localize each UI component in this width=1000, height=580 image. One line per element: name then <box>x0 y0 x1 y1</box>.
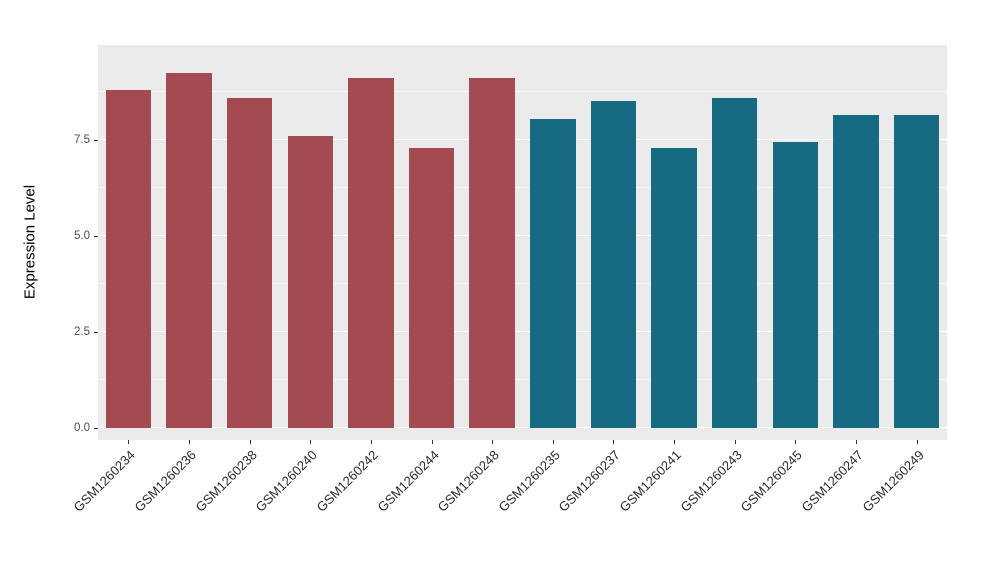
y-axis-title: Expression Level <box>21 184 39 300</box>
gridline-major <box>98 138 947 140</box>
x-tick-label: GSM1260240 <box>252 447 321 515</box>
x-tick-mark <box>916 440 918 444</box>
bar-GSM1260241 <box>651 147 697 428</box>
x-tick-label: GSM1260247 <box>798 447 866 515</box>
bar-GSM1260236 <box>166 72 212 428</box>
x-tick-mark <box>492 440 494 444</box>
x-tick-label: GSM1260242 <box>313 447 381 515</box>
bar-GSM1260248 <box>469 78 515 428</box>
x-tick-label: GSM1260238 <box>192 447 260 515</box>
x-tick-label: GSM1260249 <box>859 447 927 515</box>
x-tick-mark <box>552 440 554 444</box>
gridline-minor <box>98 90 947 92</box>
y-tick-mark <box>94 331 98 333</box>
bar-GSM1260242 <box>348 78 394 428</box>
x-tick-label: GSM1260248 <box>434 447 503 515</box>
x-tick-mark <box>674 440 676 444</box>
bar-GSM1260245 <box>772 141 819 428</box>
x-tick-label: GSM1260234 <box>70 447 139 515</box>
bar-GSM1260240 <box>287 136 333 428</box>
y-tick-label: 2.5 <box>74 325 90 338</box>
y-tick-mark <box>94 139 98 141</box>
gridline-minor <box>98 186 947 188</box>
y-tick-label: 7.5 <box>74 133 90 146</box>
bar-GSM1260247 <box>833 114 879 428</box>
bar-GSM1260244 <box>408 147 455 428</box>
x-tick-mark <box>734 440 736 444</box>
bar-GSM1260238 <box>226 97 273 428</box>
y-tick-mark <box>94 235 98 237</box>
y-tick-mark <box>94 428 98 429</box>
x-tick-label: GSM1260245 <box>737 447 806 515</box>
x-tick-mark <box>795 440 797 444</box>
gridline-major <box>98 234 947 236</box>
gridline-minor <box>98 378 947 380</box>
bar-GSM1260235 <box>530 118 576 428</box>
y-tick-label: 5.0 <box>74 229 90 242</box>
x-tick-label: GSM1260244 <box>374 447 442 515</box>
x-tick-mark <box>249 440 251 444</box>
x-tick-mark <box>370 440 372 444</box>
x-tick-label: GSM1260243 <box>677 447 745 515</box>
x-tick-label: GSM1260236 <box>131 447 199 515</box>
x-tick-label: GSM1260241 <box>616 447 684 515</box>
gridline-major <box>98 330 947 332</box>
x-tick-mark <box>431 440 433 444</box>
bar-GSM1260234 <box>105 89 152 428</box>
x-tick-mark <box>128 440 130 444</box>
gridline-major <box>98 427 947 428</box>
bar-GSM1260249 <box>893 114 940 428</box>
y-tick-label: 0.0 <box>74 422 90 434</box>
x-tick-label: GSM1260235 <box>495 447 563 515</box>
x-tick-mark <box>310 440 312 444</box>
x-tick-mark <box>188 440 190 444</box>
x-tick-mark <box>856 440 858 444</box>
x-tick-label: GSM1260237 <box>556 447 624 515</box>
x-tick-mark <box>613 440 615 444</box>
gridline-minor <box>98 282 947 284</box>
bar-GSM1260237 <box>590 101 637 428</box>
bar-GSM1260243 <box>712 97 758 428</box>
chart-panel <box>98 45 947 440</box>
